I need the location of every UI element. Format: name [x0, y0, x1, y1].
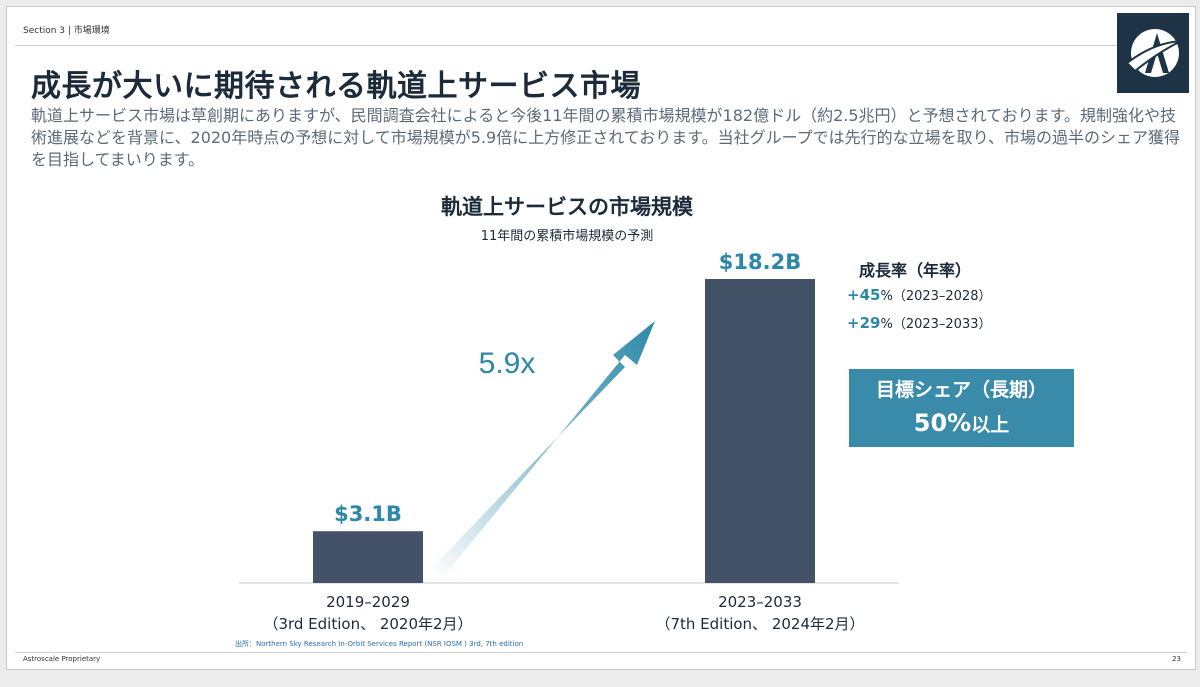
description-text: 軌道上サービス市場は草創期にありますが、民間調査会社によると今後11年間の累積市…	[31, 106, 1181, 169]
footer-confidentiality: Astroscale Proprietary	[23, 655, 101, 663]
category-label: 2023–2033	[718, 593, 802, 611]
growth-arrow	[431, 321, 655, 577]
bar-value-label: $3.1B	[334, 502, 402, 526]
growth-rate-value: 29	[859, 314, 881, 332]
growth-rate-row: +45%（2023–2028）	[847, 285, 991, 304]
target-share-suffix: 以上	[971, 414, 1010, 436]
top-divider	[15, 45, 1187, 46]
growth-rate-unit: %	[880, 289, 893, 304]
growth-rate-period: （2023–2028）	[892, 289, 992, 304]
chart-title: 軌道上サービスの市場規模	[441, 195, 693, 219]
growth-multiplier-label: 5.9x	[479, 347, 536, 380]
growth-rate-title: 成長率（年率）	[859, 261, 972, 280]
category-note: （7th Edition、 2024年2月）	[655, 615, 864, 633]
page-title: 成長が大いに期待される軌道上サービス市場	[31, 69, 641, 104]
target-share-label: 目標シェア（長期）	[875, 379, 1047, 401]
growth-rate-period: （2023–2033）	[892, 317, 992, 332]
target-share-value: 50%以上	[849, 409, 1074, 437]
growth-rate-value: 45	[859, 286, 881, 304]
growth-rate-unit: %	[880, 317, 893, 332]
section-label: Section 3 | 市場環境	[23, 26, 110, 36]
source-note: 出所：Northern Sky Research In-Orbit Servic…	[235, 640, 524, 648]
market-size-chart: 5.9x $3.1B 2019–2029 （3rd Edition、 2020年2月…	[239, 250, 899, 633]
page-number: 23	[1172, 655, 1181, 663]
category-label: 2019–2029	[326, 593, 410, 611]
growth-rate-sign: +	[847, 286, 860, 304]
growth-rate-row: +29%（2023–2033）	[847, 313, 991, 332]
chart-subtitle: 11年間の累積市場規模の予測	[480, 229, 654, 244]
target-share-percent: 50%	[913, 409, 972, 437]
growth-rate-sign: +	[847, 314, 860, 332]
bar-2023–2033	[705, 279, 815, 583]
category-note: （3rd Edition、 2020年2月）	[263, 615, 472, 633]
bottom-divider	[15, 652, 1187, 653]
target-share-box: 目標シェア（長期） 50%以上	[849, 369, 1074, 447]
bar-value-label: $18.2B	[719, 250, 801, 274]
slide: Section 3 | 市場環境 成長が大いに期待される軌道上サービス市場 軌道…	[6, 6, 1196, 670]
bar-2019–2029	[313, 531, 423, 583]
astroscale-logo-icon	[1117, 13, 1189, 93]
